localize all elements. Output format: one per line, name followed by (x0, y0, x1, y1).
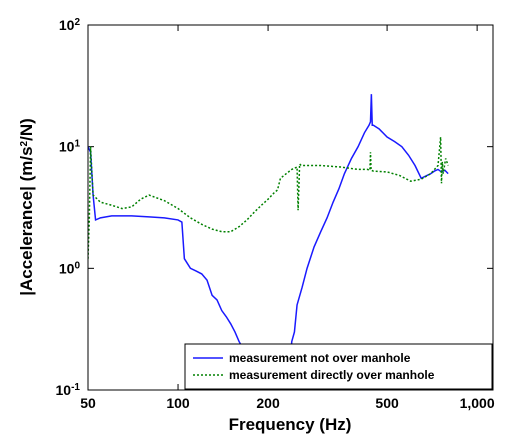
y-tick-exponent: 0 (74, 260, 80, 271)
legend: measurement not over manhole measurement … (184, 343, 493, 390)
y-axis-title: |Accelerance| (m/s2/N) (17, 118, 36, 296)
y-tick-base: 10 (59, 139, 75, 155)
series-line (88, 136, 449, 259)
y-tick-label: 100 (59, 260, 81, 277)
legend-label: measurement not over manhole (229, 351, 411, 365)
legend-label: measurement directly over manhole (229, 368, 435, 382)
plot-area (88, 25, 493, 390)
y-axis-title-part: |Accelerance| (m/s (17, 146, 36, 295)
y-tick-exponent: 2 (74, 17, 80, 28)
x-tick-label: 100 (166, 395, 190, 411)
y-tick-base: 10 (59, 17, 75, 33)
y-tick-base: 10 (59, 260, 75, 276)
axes-frame (87, 24, 494, 391)
x-tick-label: 50 (80, 395, 96, 411)
x-axis-title: Frequency (Hz) (229, 415, 352, 434)
x-tick-label: 200 (256, 395, 280, 411)
y-tick-exponent: -1 (71, 382, 80, 393)
x-tick-label: 500 (375, 395, 399, 411)
y-tick-exponent: 1 (74, 138, 80, 149)
x-tick-label: 1,000 (460, 395, 495, 411)
legend-box (184, 343, 493, 390)
y-axis-title-sup: 2 (19, 140, 30, 146)
y-tick-label: 10-1 (56, 382, 81, 399)
y-tick-label: 102 (59, 17, 81, 34)
y-axis-title-part: /N) (17, 118, 36, 141)
y-tick-label: 101 (59, 138, 81, 155)
y-tick-base: 10 (56, 382, 72, 398)
